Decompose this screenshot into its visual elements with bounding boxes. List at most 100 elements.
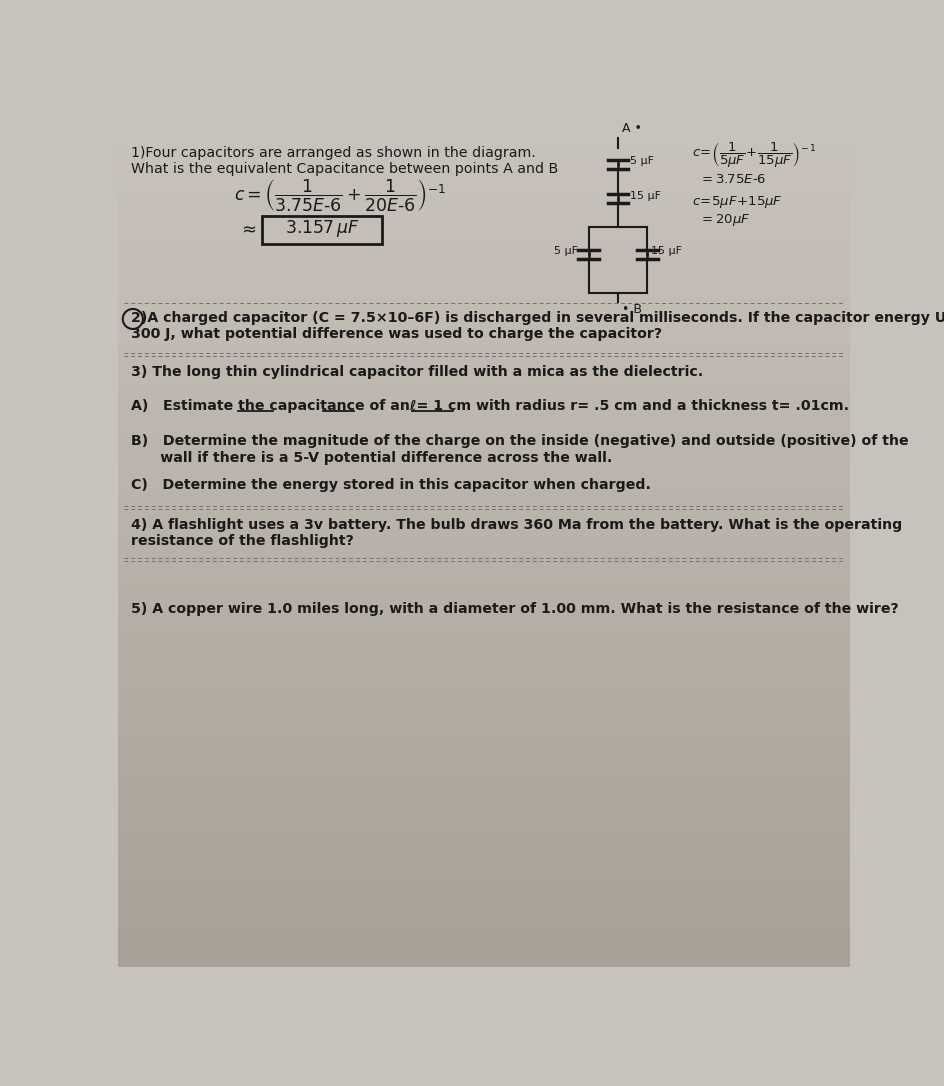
Bar <box>118 406 850 415</box>
Bar <box>118 950 850 958</box>
Bar <box>118 816 850 824</box>
Text: $c\!=\!\left(\dfrac{1}{5\mu F}\!+\!\dfrac{1}{15\mu F}\right)^{\!-1}$: $c\!=\!\left(\dfrac{1}{5\mu F}\!+\!\dfra… <box>691 141 816 171</box>
Bar <box>118 255 850 264</box>
Text: $c = \left(\dfrac{1}{3.75E\text{-}6} + \dfrac{1}{20E\text{-}6}\right)^{-1}$: $c = \left(\dfrac{1}{3.75E\text{-}6} + \… <box>234 177 446 213</box>
Bar <box>118 314 850 323</box>
Bar <box>118 691 850 699</box>
Text: • B: • B <box>621 303 641 316</box>
Bar <box>118 498 850 506</box>
Bar <box>118 139 850 147</box>
Text: C)   Determine the energy stored in this capacitor when charged.: C) Determine the energy stored in this c… <box>130 478 649 492</box>
Bar <box>118 306 850 314</box>
Text: $= 20\mu F$: $= 20\mu F$ <box>699 212 750 228</box>
Bar <box>118 214 850 223</box>
Bar <box>118 281 850 289</box>
Bar <box>118 397 850 406</box>
Bar <box>118 490 850 498</box>
Bar <box>118 449 850 456</box>
Bar <box>118 732 850 741</box>
Bar <box>118 867 850 874</box>
Bar <box>118 155 850 164</box>
Text: 4) A flashlight uses a 3v battery. The bulb draws 360 Ma from the battery. What : 4) A flashlight uses a 3v battery. The b… <box>130 518 901 532</box>
Bar <box>118 481 850 490</box>
Text: 5) A copper wire 1.0 miles long, with a diameter of 1.00 mm. What is the resista: 5) A copper wire 1.0 miles long, with a … <box>130 602 897 616</box>
Bar <box>118 892 850 899</box>
Text: $3.157\,\mu F$: $3.157\,\mu F$ <box>284 218 359 239</box>
Bar <box>118 641 850 648</box>
Text: 3) The long thin cylindrical capacitor filled with a mica as the dielectric.: 3) The long thin cylindrical capacitor f… <box>130 365 702 379</box>
Bar <box>118 381 850 390</box>
Text: $c\!=\!5\mu F\!+\!15\mu F$: $c\!=\!5\mu F\!+\!15\mu F$ <box>691 194 782 211</box>
Bar <box>118 707 850 716</box>
Bar <box>118 248 850 255</box>
Text: A)   Estimate the capacitance of anℓ= 1 cm with radius r= .5 cm and a thickness : A) Estimate the capacitance of anℓ= 1 cm… <box>130 399 848 413</box>
Bar <box>118 758 850 766</box>
Bar <box>118 331 850 339</box>
Bar <box>118 598 850 607</box>
Bar <box>118 431 850 440</box>
Bar <box>118 515 850 523</box>
Bar <box>118 456 850 465</box>
Bar <box>118 791 850 799</box>
Bar <box>118 899 850 908</box>
Bar <box>118 657 850 666</box>
Bar <box>118 607 850 616</box>
Bar <box>118 372 850 381</box>
Bar <box>118 323 850 331</box>
Bar <box>118 557 850 565</box>
Bar <box>118 632 850 641</box>
Bar <box>118 473 850 481</box>
Text: 15 µF: 15 µF <box>630 191 661 201</box>
Text: What is the equivalent Capacitance between points A and B: What is the equivalent Capacitance betwe… <box>130 162 557 176</box>
Bar <box>118 147 850 155</box>
Bar <box>118 298 850 306</box>
Bar <box>118 716 850 724</box>
Bar <box>118 289 850 298</box>
Bar <box>118 591 850 598</box>
Bar <box>118 205 850 214</box>
Bar <box>118 783 850 791</box>
Bar <box>118 774 850 783</box>
Text: 2)A charged capacitor (C = 7.5×10–6F) is discharged in several milliseconds. If : 2)A charged capacitor (C = 7.5×10–6F) is… <box>130 312 944 326</box>
Bar <box>118 198 850 205</box>
Bar <box>118 666 850 673</box>
Bar <box>118 924 850 933</box>
Text: wall if there is a 5-V potential difference across the wall.: wall if there is a 5-V potential differe… <box>130 451 612 465</box>
Bar <box>118 858 850 867</box>
Bar <box>118 699 850 707</box>
Bar <box>118 883 850 892</box>
Bar <box>118 532 850 540</box>
Bar <box>118 365 850 372</box>
Bar <box>118 766 850 774</box>
Bar <box>118 849 850 858</box>
Bar <box>118 440 850 449</box>
Bar <box>118 415 850 424</box>
Bar <box>118 130 850 139</box>
Bar <box>118 673 850 682</box>
Bar <box>118 582 850 591</box>
Bar <box>118 616 850 623</box>
Text: 5 µF: 5 µF <box>553 247 577 256</box>
Bar <box>118 264 850 273</box>
Bar <box>118 230 850 239</box>
Bar <box>118 749 850 758</box>
Bar <box>118 548 850 557</box>
Text: 1)Four capacitors are arranged as shown in the diagram.: 1)Four capacitors are arranged as shown … <box>130 147 534 161</box>
Bar <box>118 424 850 431</box>
Bar <box>118 942 850 950</box>
Bar <box>118 565 850 573</box>
Bar <box>118 239 850 248</box>
Bar <box>118 189 850 198</box>
Bar <box>118 724 850 732</box>
Bar <box>118 623 850 632</box>
Bar <box>118 465 850 473</box>
Text: resistance of the flashlight?: resistance of the flashlight? <box>130 534 353 547</box>
Bar <box>118 273 850 281</box>
Bar <box>118 339 850 348</box>
Bar <box>118 573 850 582</box>
Bar <box>118 682 850 691</box>
Bar <box>118 648 850 657</box>
Bar <box>118 958 850 967</box>
Bar <box>118 833 850 841</box>
Bar <box>118 172 850 180</box>
